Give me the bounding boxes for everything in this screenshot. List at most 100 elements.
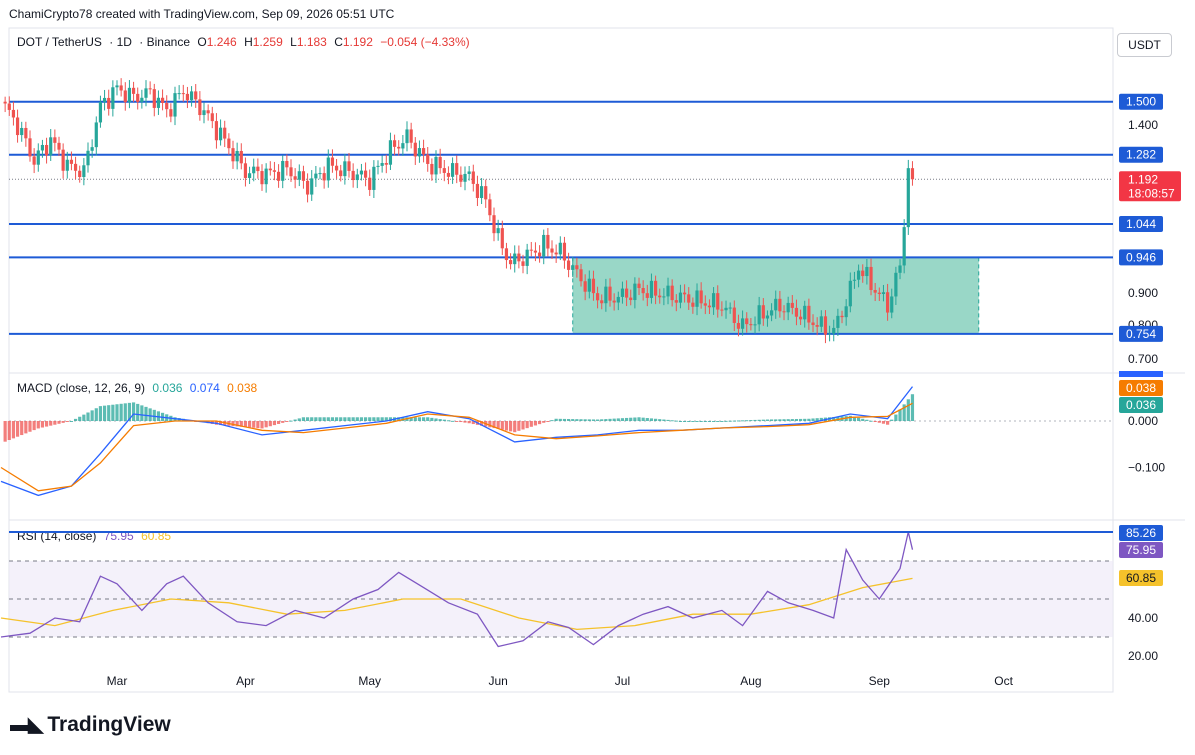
- high-label: H: [244, 35, 253, 49]
- candle-body: [326, 157, 330, 181]
- candle-body: [554, 252, 558, 255]
- candle-body: [836, 315, 840, 328]
- macd-hist-bar: [898, 409, 902, 421]
- signal-line: [0, 402, 913, 492]
- candle-body: [475, 183, 480, 198]
- candle-body: [426, 154, 430, 164]
- candle-body: [73, 163, 78, 171]
- symbol-name[interactable]: DOT / TetherUS: [17, 35, 102, 49]
- candle-body: [716, 293, 720, 310]
- close-label: C: [334, 35, 343, 49]
- candle-body: [513, 253, 517, 265]
- macd-hist-bar: [372, 417, 376, 421]
- macd-hist-bar: [691, 421, 695, 422]
- macd-hist-bar: [910, 394, 915, 421]
- macd-hist-bar: [24, 421, 28, 434]
- macd-hist-bar: [314, 417, 318, 421]
- macd-hist-bar: [591, 419, 596, 421]
- candle-body: [256, 166, 260, 172]
- candle-body: [852, 279, 857, 281]
- candle-body: [397, 146, 401, 149]
- macd-hist-bar: [885, 421, 890, 425]
- macd-hist-bar: [459, 421, 463, 423]
- macd-hist-bar: [550, 420, 554, 422]
- macd-hist-bar: [740, 420, 745, 422]
- macd-legend[interactable]: MACD (close, 12, 26, 9) 0.036 0.074 0.03…: [17, 381, 257, 395]
- candle-body: [691, 302, 695, 307]
- macd-hist-bar: [521, 421, 525, 430]
- macd-hist-bar: [339, 417, 343, 421]
- time-tick-aug: Aug: [740, 674, 761, 688]
- level-label-1.282: 1.282: [1126, 148, 1156, 162]
- candle-body: [550, 248, 554, 253]
- macd-hist-bar: [732, 420, 736, 422]
- macd-hist-bar: [629, 417, 633, 421]
- macd-hist-bar: [496, 421, 500, 429]
- candle-body: [409, 129, 413, 143]
- macd-hist-bar: [728, 420, 732, 422]
- macd-signal-value: 0.038: [227, 381, 258, 395]
- candle-body: [276, 171, 281, 181]
- candle-body: [173, 93, 177, 117]
- macd-hist-bar: [583, 419, 587, 421]
- candle-body: [687, 294, 691, 303]
- candle-body: [32, 156, 36, 165]
- currency-button[interactable]: USDT: [1117, 33, 1172, 57]
- candle-body: [877, 292, 881, 295]
- macd-hist-bar: [707, 421, 712, 422]
- candle-body: [20, 127, 24, 136]
- candle-body: [57, 142, 61, 150]
- candle-body: [359, 170, 364, 175]
- macd-hist-bar: [666, 419, 670, 421]
- time-tick-jul: Jul: [615, 674, 630, 688]
- macd-hist-bar: [695, 421, 699, 422]
- candle-body: [243, 163, 248, 178]
- candle-body: [827, 333, 832, 335]
- macd-hist-bar: [612, 418, 616, 421]
- candle-body: [61, 149, 65, 171]
- candle-body: [496, 228, 500, 234]
- macd-hist-bar: [446, 420, 451, 422]
- candle-body: [546, 234, 550, 249]
- macd-hist-bar: [769, 419, 774, 421]
- candle-body: [156, 97, 161, 108]
- candle-body: [115, 85, 119, 88]
- macd-hist-bar: [11, 421, 16, 439]
- macd-hist-bar: [894, 414, 898, 421]
- macd-hist-bar: [247, 421, 252, 428]
- candle-body: [682, 292, 687, 295]
- macd-hist-bar: [256, 421, 260, 429]
- macd-hist-bar: [421, 417, 426, 421]
- candle-body: [198, 99, 202, 116]
- macd-hist-bar: [869, 420, 873, 422]
- macd-hist-bar: [86, 412, 90, 421]
- candle-body: [658, 295, 662, 298]
- candle-body: [591, 278, 596, 294]
- candle-body: [649, 280, 654, 298]
- price-tick: 0.700: [1128, 352, 1158, 366]
- candle-body: [794, 307, 799, 317]
- change-value: −0.054 (−4.33%): [380, 35, 470, 49]
- rsi-ma-label: 60.85: [1126, 571, 1156, 585]
- macd-hist-bar: [645, 418, 649, 421]
- candle-body: [699, 290, 703, 304]
- candle-body: [339, 170, 343, 177]
- level-label-0.946-bg: [1119, 249, 1163, 266]
- candle-body: [533, 250, 538, 253]
- macd-hist-bar: [571, 419, 575, 421]
- candle-body: [492, 215, 496, 234]
- candle-body: [459, 174, 463, 182]
- macd-hist-bar: [119, 403, 123, 421]
- candle-body: [720, 309, 724, 311]
- symbol-interval[interactable]: 1D: [116, 35, 132, 49]
- level-label-0.754: 0.754: [1126, 327, 1156, 341]
- macd-hist-bar: [102, 405, 107, 421]
- macd-hist-bar: [285, 421, 289, 422]
- candle-body: [856, 270, 861, 280]
- candle-body: [587, 278, 591, 292]
- macd-hist-bar: [633, 417, 637, 421]
- candle-body: [405, 129, 409, 144]
- candle-body: [44, 144, 49, 156]
- macd-hist-bar: [260, 421, 264, 429]
